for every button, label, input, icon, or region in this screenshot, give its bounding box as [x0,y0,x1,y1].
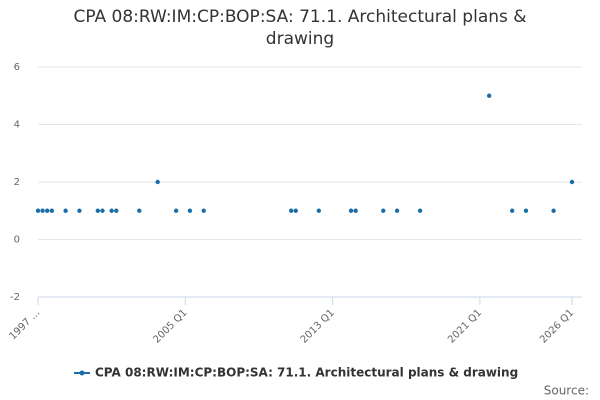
x-tick-label: 2026 Q1 [538,307,576,345]
point [45,208,50,213]
point [201,208,206,213]
x-tick-label: 2013 Q1 [299,307,337,345]
y-tick-label: 0 [14,235,20,246]
point [187,208,193,213]
point [394,208,400,213]
point [63,208,68,213]
point [509,208,515,213]
point [348,208,354,213]
source: Source: [544,384,589,398]
point [173,208,179,213]
point [95,208,101,213]
point [316,208,322,213]
point [569,179,575,185]
point [551,208,556,213]
x-tick-label: 2005 Q1 [151,307,189,345]
point [155,179,160,185]
point [109,208,114,213]
point [381,208,386,213]
y-tick-label: -2 [10,292,20,303]
x-tick-label: 2021 Q1 [446,307,484,345]
legend-symbol [79,370,85,376]
point [40,208,45,213]
y-tick-label: 4 [14,120,20,131]
point [486,93,492,98]
y-tick-label: 2 [14,177,20,188]
chart-title: CPA 08:RW:IM:CP:BOP:SA: 71.1. Architectu… [73,7,527,49]
point [417,208,423,213]
point [49,208,55,213]
point [114,208,119,213]
point [288,208,294,213]
point [137,208,142,213]
point [35,208,41,213]
point [523,208,529,213]
point [293,208,298,213]
point [100,208,105,213]
x-tick-label: 1997 ... [7,307,42,342]
y-tick-label: 6 [14,62,20,73]
point [353,208,358,213]
point [77,208,82,213]
legend-label: CPA 08:RW:IM:CP:BOP:SA: 71.1. Architectu… [95,366,518,380]
